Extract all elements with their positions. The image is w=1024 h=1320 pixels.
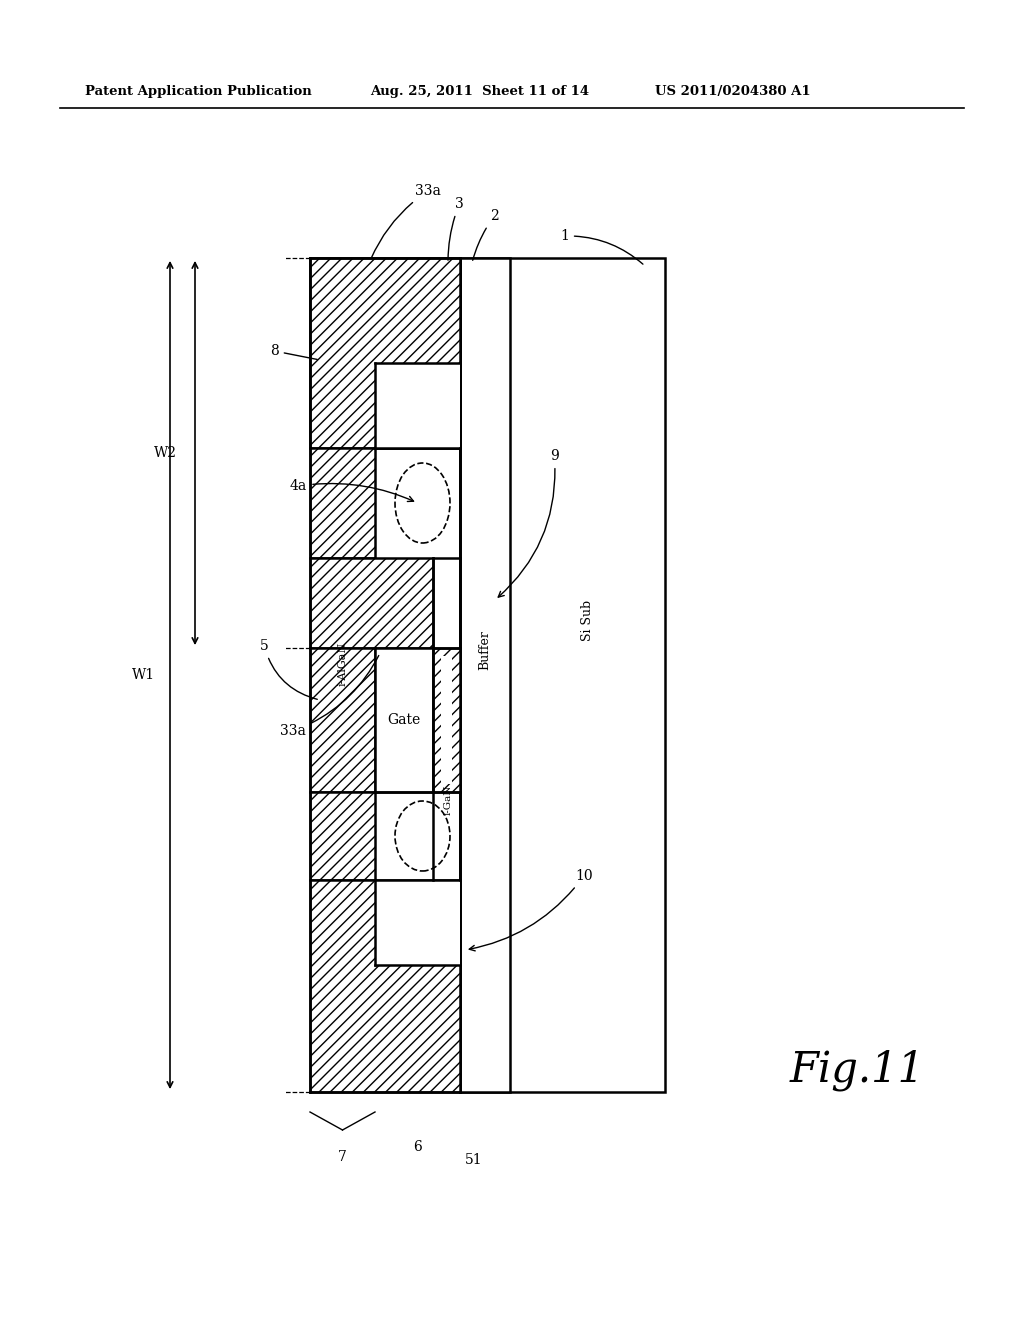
Text: i-AlGaN: i-AlGaN: [338, 642, 347, 686]
Bar: [441, 656, 452, 784]
Text: 33a: 33a: [371, 183, 441, 259]
Text: Gate: Gate: [387, 713, 421, 727]
Text: 6: 6: [414, 1140, 422, 1154]
Text: 8: 8: [270, 345, 317, 359]
Bar: [375, 363, 460, 447]
Text: 51: 51: [465, 1152, 482, 1167]
Bar: [460, 257, 510, 1092]
Text: Patent Application Publication: Patent Application Publication: [85, 86, 311, 99]
Text: Si Sub: Si Sub: [581, 599, 594, 640]
Bar: [310, 257, 460, 447]
Bar: [310, 447, 375, 558]
Text: 2: 2: [473, 209, 499, 260]
Bar: [375, 648, 433, 792]
Bar: [310, 257, 460, 447]
Bar: [460, 257, 665, 1092]
Text: Buffer: Buffer: [478, 630, 492, 671]
Text: i-GaN: i-GaN: [444, 785, 453, 816]
Text: 5: 5: [260, 639, 317, 700]
Bar: [375, 880, 460, 965]
Text: W2: W2: [154, 446, 177, 459]
Bar: [433, 648, 460, 792]
Text: US 2011/0204380 A1: US 2011/0204380 A1: [655, 86, 811, 99]
Bar: [310, 558, 433, 648]
Text: W1: W1: [132, 668, 155, 682]
Text: 9: 9: [499, 449, 559, 597]
Text: 1: 1: [560, 228, 643, 264]
Text: 33a: 33a: [280, 656, 379, 738]
Text: 3: 3: [449, 197, 464, 260]
Text: 7: 7: [338, 1150, 347, 1164]
Text: 4a: 4a: [290, 479, 414, 502]
Text: 10: 10: [469, 869, 593, 950]
Text: Fig.11: Fig.11: [790, 1049, 925, 1092]
Text: Aug. 25, 2011  Sheet 11 of 14: Aug. 25, 2011 Sheet 11 of 14: [370, 86, 589, 99]
Bar: [310, 648, 375, 792]
Bar: [310, 792, 375, 880]
Bar: [310, 880, 460, 1092]
